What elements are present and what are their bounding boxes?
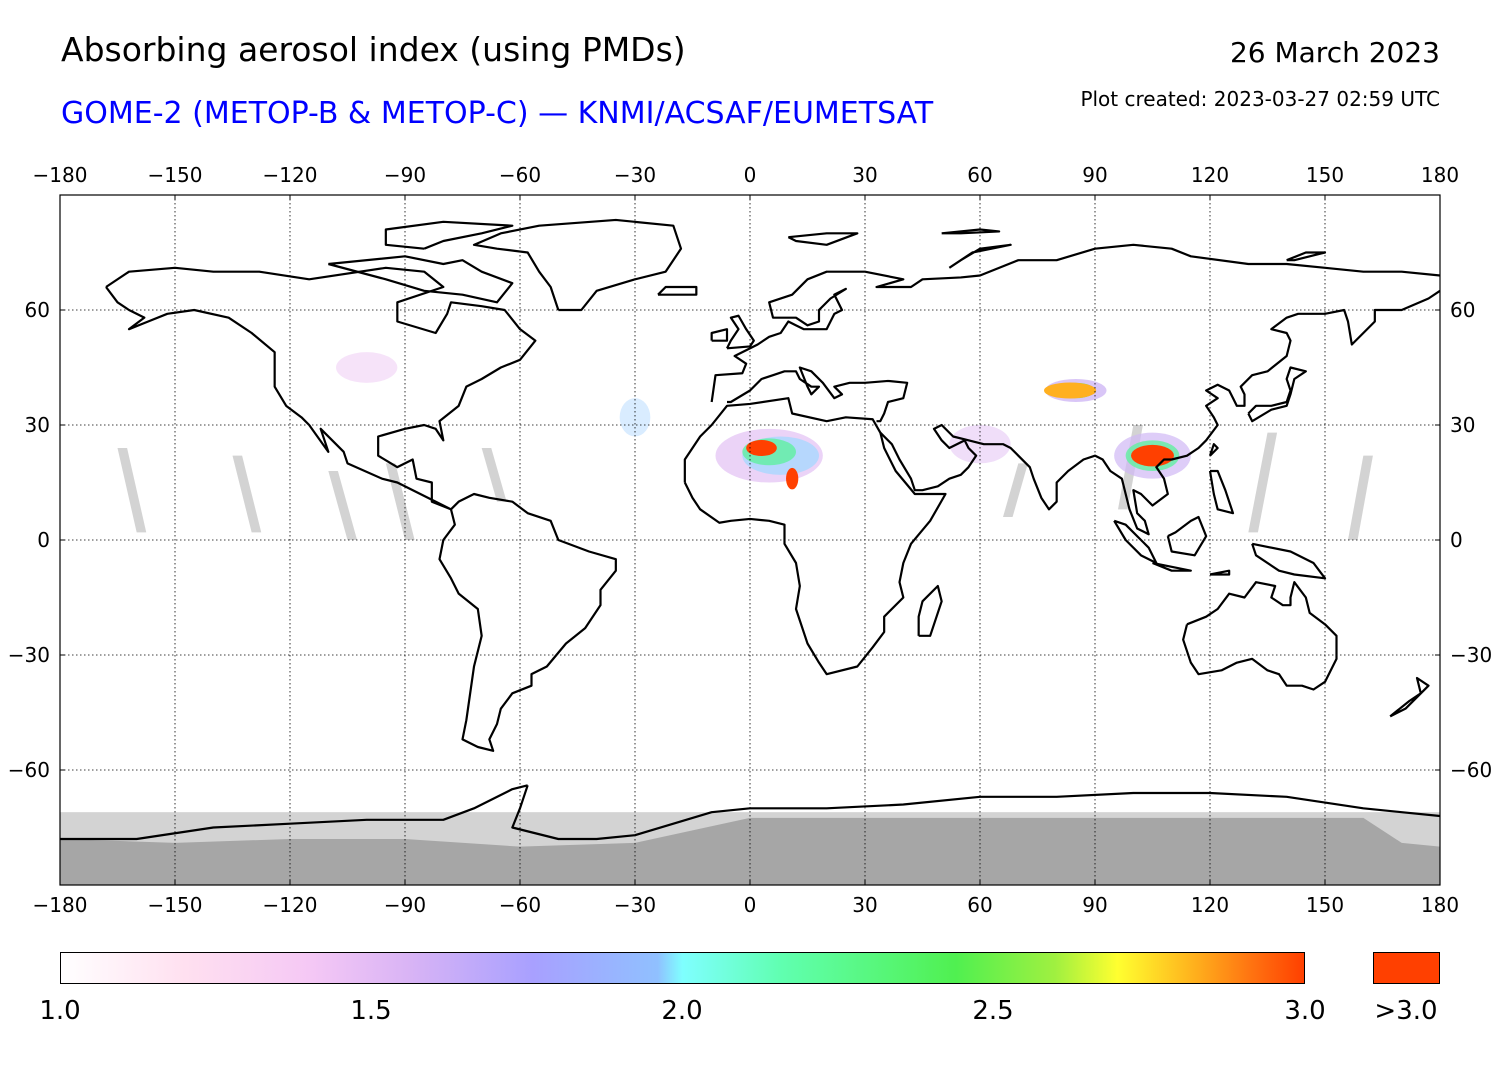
lon-tick-label-top: −30 [614, 163, 656, 187]
lat-tick-label-right: −60 [1450, 758, 1492, 782]
colorbar-label-1-0: 1.0 [39, 996, 81, 1026]
aerosol-plume [619, 398, 651, 437]
coastline [1389, 676, 1430, 718]
lat-tick-label-left: −60 [8, 758, 50, 782]
colorbar-label-2-5: 2.5 [972, 996, 1014, 1026]
coastline [879, 289, 1441, 536]
lat-tick-label-right: 30 [1450, 413, 1475, 437]
coastline [683, 397, 947, 676]
coastline [1182, 581, 1338, 691]
lon-tick-label-bottom: 150 [1306, 893, 1344, 917]
lon-tick-label-bottom: −60 [499, 893, 541, 917]
coastline [328, 255, 514, 304]
lon-tick-label-bottom: −30 [614, 893, 656, 917]
lon-tick-label-top: 150 [1306, 163, 1344, 187]
colorbar-label-over: >3.0 [1374, 996, 1438, 1026]
lat-tick-label-left: 30 [25, 413, 50, 437]
coastline [60, 784, 528, 841]
lon-tick-label-top: 30 [852, 163, 877, 187]
lon-tick-label-top: −120 [263, 163, 318, 187]
coastline [917, 584, 943, 637]
lat-tick-label-right: 60 [1450, 298, 1475, 322]
lon-tick-label-bottom: 90 [1082, 893, 1107, 917]
no-data-swath [328, 471, 358, 540]
lon-tick-label-bottom: 30 [852, 893, 877, 917]
map-subtitle: GOME-2 (METOP-B & METOP-C) — KNMI/ACSAF/… [61, 96, 934, 131]
world-map: −180 −180 −150 −150 −120 −120 −90 −90 −60 −60 −30 −… [8, 163, 1492, 917]
lon-tick-label-bottom: −90 [384, 893, 426, 917]
coastline [105, 266, 537, 511]
map-frame [59, 194, 1441, 886]
no-data-swath [117, 448, 147, 533]
lat-tick-label-left: 60 [25, 298, 50, 322]
coastline [472, 218, 683, 312]
no-data-swath [1348, 455, 1373, 540]
lat-tick-label-left: −30 [8, 643, 50, 667]
coastline [727, 366, 909, 423]
lat-tick-label-right: −30 [1450, 643, 1492, 667]
plot-created-timestamp: Plot created: 2023-03-27 02:59 UTC [1080, 87, 1440, 111]
coastline [438, 492, 617, 752]
lon-tick-label-bottom: −150 [148, 893, 203, 917]
lon-tick-label-top: 120 [1191, 163, 1229, 187]
lat-tick-label-left: 0 [37, 528, 50, 552]
coastline [1247, 366, 1307, 423]
coastline [1152, 561, 1192, 572]
lon-tick-label-top: −150 [148, 163, 203, 187]
high-aerosol-region [746, 439, 777, 457]
coastline [1208, 469, 1235, 515]
coastline [948, 243, 1012, 269]
coastline [1166, 515, 1208, 557]
lon-tick-label-bottom: −180 [33, 893, 88, 917]
lon-tick-label-top: 180 [1421, 163, 1459, 187]
coastline [787, 232, 859, 246]
lat-tick-label-right: 0 [1450, 528, 1463, 552]
coastlines [60, 218, 1441, 841]
coastline [710, 243, 1441, 403]
coastline [1209, 569, 1231, 576]
coastline [1251, 542, 1327, 580]
no-data-swath [232, 455, 262, 533]
coastline [710, 328, 729, 342]
coastline [726, 314, 755, 350]
coastline [1208, 443, 1219, 457]
lon-tick-label-bottom: 0 [744, 893, 757, 917]
colorbar-label-3-0: 3.0 [1284, 996, 1326, 1026]
lon-tick-label-top: 60 [967, 163, 992, 187]
lon-tick-label-bottom: 180 [1421, 893, 1459, 917]
coastline [657, 285, 698, 296]
no-data-swath [1003, 463, 1028, 517]
aerosol-data-layer [117, 352, 1373, 540]
high-aerosol-region [1131, 444, 1174, 467]
aerosol-plume [336, 352, 398, 383]
coastline [1286, 251, 1327, 262]
lon-tick-label-top: 0 [744, 163, 757, 187]
lon-tick-label-top: −60 [499, 163, 541, 187]
map-title: Absorbing aerosol index (using PMDs) [61, 30, 686, 69]
map-date: 26 March 2023 [1229, 36, 1440, 69]
colorbar-over-box [1373, 952, 1440, 984]
graticule [60, 195, 1440, 885]
coastline [941, 228, 1001, 235]
lon-tick-label-bottom: −120 [263, 893, 318, 917]
coastline [384, 220, 514, 250]
lon-tick-label-top: −180 [33, 163, 88, 187]
lon-tick-label-top: −90 [384, 163, 426, 187]
no-data-swath [481, 448, 507, 502]
no-data-swath [1248, 432, 1278, 533]
colorbar-label-1-5: 1.5 [350, 996, 392, 1026]
lon-tick-label-bottom: 120 [1191, 893, 1229, 917]
colorbar-label-2-0: 2.0 [661, 996, 703, 1026]
lon-tick-label-top: 90 [1082, 163, 1107, 187]
high-aerosol-region [786, 467, 799, 490]
no-data-swath [385, 463, 415, 540]
colorbar-gradient [60, 952, 1305, 984]
coastline [1113, 519, 1158, 565]
high-aerosol-region [1044, 382, 1097, 399]
coastline [511, 784, 1441, 841]
lon-tick-label-bottom: 60 [967, 893, 992, 917]
